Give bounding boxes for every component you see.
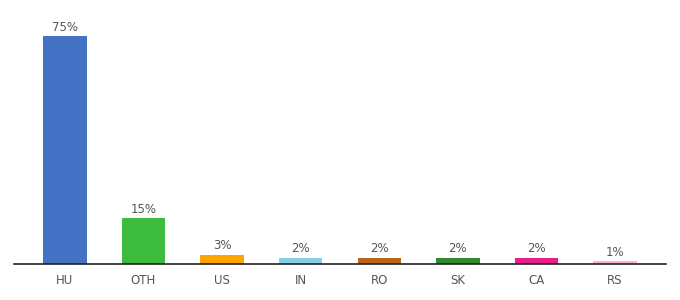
Text: 15%: 15% xyxy=(131,203,156,216)
Bar xyxy=(279,258,322,264)
Bar xyxy=(594,261,636,264)
Text: 2%: 2% xyxy=(527,242,546,256)
Text: 2%: 2% xyxy=(449,242,467,256)
Text: 1%: 1% xyxy=(606,245,624,259)
Bar xyxy=(201,255,243,264)
Text: 3%: 3% xyxy=(213,239,231,253)
Bar xyxy=(358,258,401,264)
Bar xyxy=(515,258,558,264)
Text: 2%: 2% xyxy=(370,242,388,256)
Bar xyxy=(122,218,165,264)
Text: 2%: 2% xyxy=(292,242,310,256)
Bar xyxy=(437,258,479,264)
Bar xyxy=(44,36,86,264)
Text: 75%: 75% xyxy=(52,21,78,34)
